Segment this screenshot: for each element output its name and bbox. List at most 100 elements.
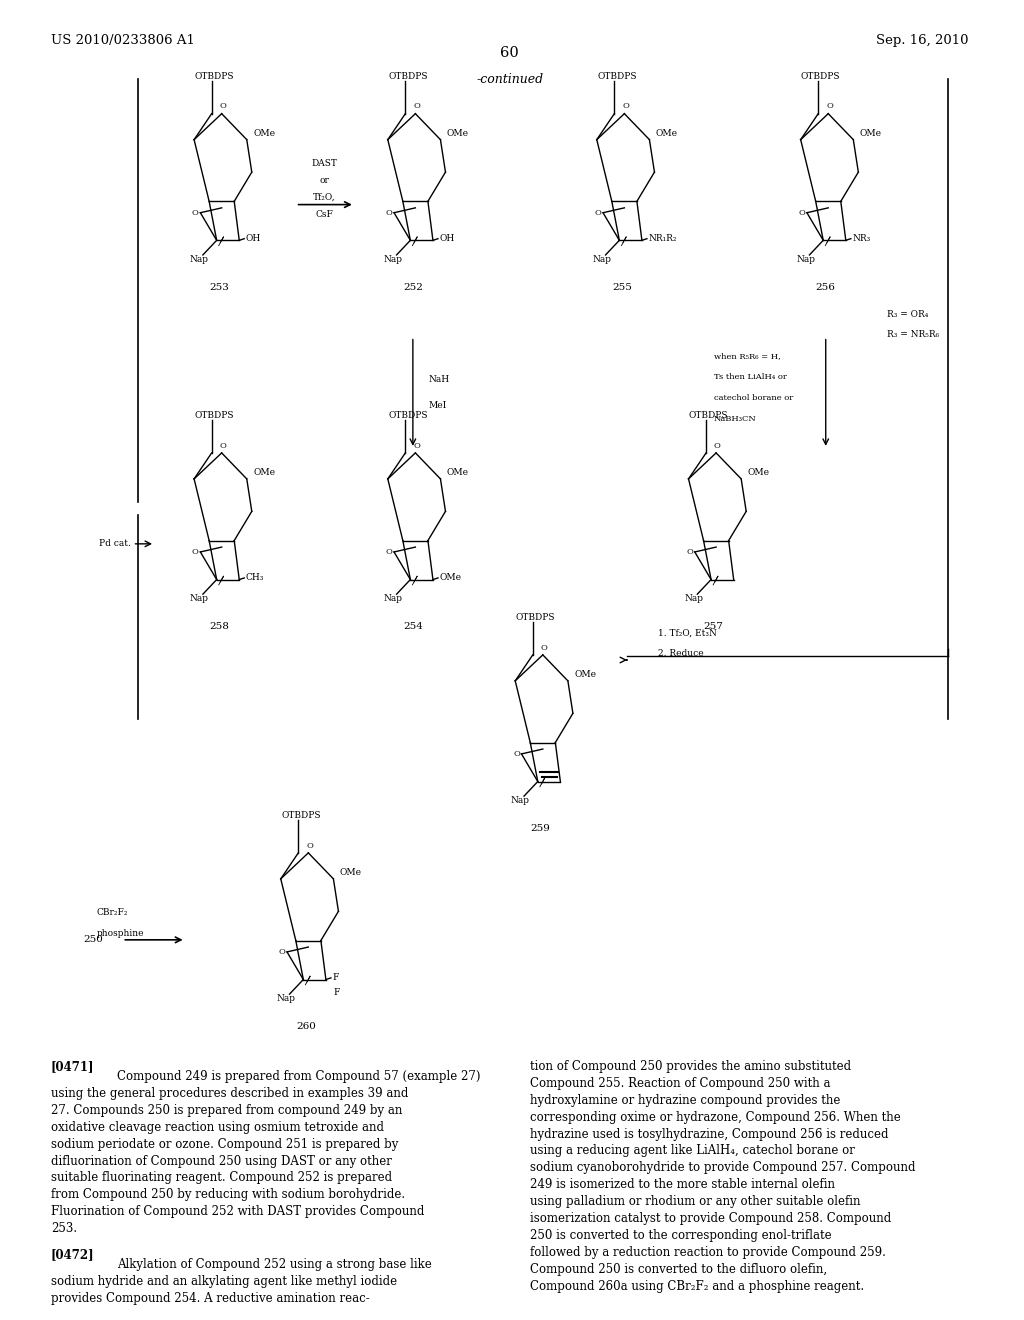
- Text: OMe: OMe: [340, 867, 361, 876]
- Text: Alkylation of Compound 252 using a strong base like: Alkylation of Compound 252 using a stron…: [117, 1258, 432, 1271]
- Text: R₃ = NR₅R₆: R₃ = NR₅R₆: [887, 330, 939, 339]
- Text: OTBDPS: OTBDPS: [515, 614, 555, 623]
- Text: tion of Compound 250 provides the amino substituted: tion of Compound 250 provides the amino …: [530, 1060, 851, 1073]
- Text: OMe: OMe: [859, 128, 882, 137]
- Text: -continued: -continued: [476, 73, 544, 86]
- Text: OMe: OMe: [446, 467, 469, 477]
- Text: 250 is converted to the corresponding enol-triflate: 250 is converted to the corresponding en…: [530, 1229, 831, 1242]
- Text: Nap: Nap: [383, 255, 402, 264]
- Text: 253: 253: [209, 282, 229, 292]
- Text: Ts then LiAlH₄ or: Ts then LiAlH₄ or: [714, 372, 786, 381]
- Text: using the general procedures described in examples 39 and: using the general procedures described i…: [51, 1086, 409, 1100]
- Text: O: O: [513, 750, 520, 758]
- Text: OTBDPS: OTBDPS: [195, 73, 233, 82]
- Text: or: or: [319, 176, 329, 185]
- Text: Nap: Nap: [189, 594, 209, 603]
- Text: OH: OH: [246, 234, 261, 243]
- Text: O: O: [623, 103, 629, 111]
- Text: oxidative cleavage reaction using osmium tetroxide and: oxidative cleavage reaction using osmium…: [51, 1121, 384, 1134]
- Text: Compound 255. Reaction of Compound 250 with a: Compound 255. Reaction of Compound 250 w…: [530, 1077, 830, 1090]
- Text: hydroxylamine or hydrazine compound provides the: hydroxylamine or hydrazine compound prov…: [530, 1094, 841, 1106]
- Text: 254: 254: [402, 622, 423, 631]
- Text: 256: 256: [816, 282, 836, 292]
- Text: CBr₂F₂: CBr₂F₂: [97, 908, 128, 916]
- Text: O: O: [219, 103, 226, 111]
- Text: O: O: [191, 209, 199, 216]
- Text: sodium cyanoborohydride to provide Compound 257. Compound: sodium cyanoborohydride to provide Compo…: [530, 1162, 915, 1175]
- Text: US 2010/0233806 A1: US 2010/0233806 A1: [51, 34, 195, 48]
- Text: O: O: [279, 948, 286, 956]
- Text: 255: 255: [612, 282, 632, 292]
- Text: O: O: [219, 442, 226, 450]
- Text: Nap: Nap: [383, 594, 402, 603]
- Text: [0471]: [0471]: [51, 1060, 94, 1073]
- Text: when R₅R₆ = H,: when R₅R₆ = H,: [714, 351, 780, 360]
- Text: O: O: [386, 548, 392, 556]
- Text: corresponding oxime or hydrazone, Compound 256. When the: corresponding oxime or hydrazone, Compou…: [530, 1110, 901, 1123]
- Text: F: F: [334, 987, 340, 997]
- Text: Nap: Nap: [189, 255, 209, 264]
- Text: Fluorination of Compound 252 with DAST provides Compound: Fluorination of Compound 252 with DAST p…: [51, 1205, 424, 1218]
- Text: OTBDPS: OTBDPS: [281, 812, 321, 821]
- Text: suitable fluorinating reagent. Compound 252 is prepared: suitable fluorinating reagent. Compound …: [51, 1171, 392, 1184]
- Text: OMe: OMe: [655, 128, 678, 137]
- Text: OMe: OMe: [253, 128, 275, 137]
- Text: Compound 250 is converted to the difluoro olefin,: Compound 250 is converted to the difluor…: [530, 1263, 827, 1275]
- Text: 252: 252: [402, 282, 423, 292]
- Text: followed by a reduction reaction to provide Compound 259.: followed by a reduction reaction to prov…: [530, 1246, 886, 1259]
- Text: catechol borane or: catechol borane or: [714, 393, 793, 403]
- Text: isomerization catalyst to provide Compound 258. Compound: isomerization catalyst to provide Compou…: [530, 1212, 891, 1225]
- Text: O: O: [826, 103, 833, 111]
- Text: OMe: OMe: [446, 128, 469, 137]
- Text: Nap: Nap: [592, 255, 611, 264]
- Text: O: O: [191, 548, 199, 556]
- Text: 249 is isomerized to the more stable internal olefin: 249 is isomerized to the more stable int…: [530, 1179, 836, 1191]
- Text: [0472]: [0472]: [51, 1247, 94, 1261]
- Text: Pd cat.: Pd cat.: [98, 540, 130, 548]
- Text: F: F: [332, 973, 339, 982]
- Text: OMe: OMe: [439, 573, 461, 582]
- Text: OTBDPS: OTBDPS: [689, 412, 728, 421]
- Text: DAST: DAST: [311, 158, 337, 168]
- Text: 250: 250: [84, 936, 103, 944]
- Text: O: O: [541, 644, 548, 652]
- Text: O: O: [306, 842, 313, 850]
- Text: Sep. 16, 2010: Sep. 16, 2010: [876, 34, 969, 48]
- Text: 2. Reduce: 2. Reduce: [657, 649, 703, 657]
- Text: NR₃: NR₃: [852, 234, 870, 243]
- Text: 257: 257: [703, 622, 724, 631]
- Text: 258: 258: [209, 622, 229, 631]
- Text: hydrazine used is tosylhydrazine, Compound 256 is reduced: hydrazine used is tosylhydrazine, Compou…: [530, 1127, 889, 1140]
- Text: Nap: Nap: [511, 796, 529, 805]
- Text: O: O: [414, 103, 420, 111]
- Text: sodium periodate or ozone. Compound 251 is prepared by: sodium periodate or ozone. Compound 251 …: [51, 1138, 398, 1151]
- Text: MeI: MeI: [428, 401, 446, 411]
- Text: sodium hydride and an alkylating agent like methyl iodide: sodium hydride and an alkylating agent l…: [51, 1275, 397, 1288]
- Text: OH: OH: [439, 234, 455, 243]
- Text: phosphine: phosphine: [97, 929, 144, 937]
- Text: provides Compound 254. A reductive amination reac-: provides Compound 254. A reductive amina…: [51, 1292, 370, 1304]
- Text: OTBDPS: OTBDPS: [388, 73, 428, 82]
- Text: NaBH₃CN: NaBH₃CN: [714, 414, 757, 424]
- Text: CH₃: CH₃: [246, 573, 264, 582]
- Text: OTBDPS: OTBDPS: [801, 73, 841, 82]
- Text: NaH: NaH: [428, 375, 450, 384]
- Text: Compound 249 is prepared from Compound 57 (example 27): Compound 249 is prepared from Compound 5…: [117, 1071, 480, 1084]
- Text: difluorination of Compound 250 using DAST or any other: difluorination of Compound 250 using DAS…: [51, 1155, 392, 1168]
- Text: O: O: [386, 209, 392, 216]
- Text: R₃ = OR₄: R₃ = OR₄: [887, 310, 929, 319]
- Text: CsF: CsF: [315, 210, 333, 219]
- Text: using a reducing agent like LiAlH₄, catechol borane or: using a reducing agent like LiAlH₄, cate…: [530, 1144, 855, 1158]
- Text: from Compound 250 by reducing with sodium borohydride.: from Compound 250 by reducing with sodiu…: [51, 1188, 406, 1201]
- Text: 27. Compounds 250 is prepared from compound 249 by an: 27. Compounds 250 is prepared from compo…: [51, 1104, 402, 1117]
- Text: O: O: [595, 209, 601, 216]
- Text: OTBDPS: OTBDPS: [195, 412, 233, 421]
- Text: O: O: [686, 548, 693, 556]
- Text: using palladium or rhodium or any other suitable olefin: using palladium or rhodium or any other …: [530, 1195, 860, 1208]
- Text: NR₁R₂: NR₁R₂: [648, 234, 677, 243]
- Text: OMe: OMe: [748, 467, 769, 477]
- Text: Nap: Nap: [276, 994, 295, 1003]
- Text: O: O: [714, 442, 721, 450]
- Text: 60: 60: [501, 46, 519, 61]
- Text: O: O: [799, 209, 805, 216]
